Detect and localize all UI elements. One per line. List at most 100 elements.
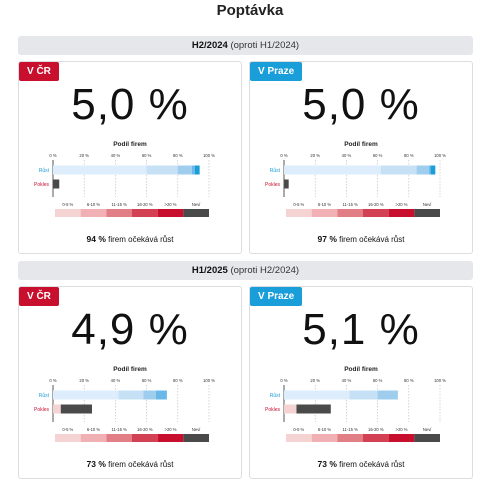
legend-scale-label: 6-10 % (318, 427, 332, 432)
podil-label: Podíl firem (113, 366, 147, 373)
legend-scale-label: 0-5 % (293, 202, 304, 207)
panel-h2-2024-praha: V Praze 5,0 % Podíl firem 0 % 20 % 40 % 60 … (249, 61, 473, 254)
region-tag-cr: V ČR (19, 287, 59, 306)
bar-pokles-segment (284, 179, 289, 189)
legend-scale-swatch (80, 434, 107, 442)
x-tick-label: 40 % (111, 378, 121, 383)
x-tick-label: 20 % (310, 153, 320, 158)
x-tick-label: 20 % (310, 378, 320, 383)
row-label-rust: Růst (270, 392, 281, 399)
x-tick-label: 100 % (203, 153, 215, 158)
growth-share-value: 73 % (317, 459, 337, 469)
growth-share-suffix: firem očekává růst (108, 460, 174, 469)
legend-scale-swatch (157, 434, 184, 442)
legend-scale-swatch (363, 209, 389, 217)
podil-label: Podíl firem (113, 141, 147, 148)
legend-scale-swatch (183, 209, 209, 217)
legend-scale-label: Neví (423, 202, 432, 207)
growth-share-suffix: firem očekává růst (108, 235, 174, 244)
legend-scale-label: >20 % (396, 202, 408, 207)
podil-label: Podíl firem (344, 366, 378, 373)
distribution-chart: 0 % 20 % 40 % 60 % 80 % 100 % Růst Pokles 0-5 % 6… (34, 378, 215, 442)
bar-rust-segment (349, 390, 378, 400)
legend-scale-label: 11-15 % (112, 427, 128, 432)
row-label-pokles: Pokles (34, 407, 50, 413)
growth-share-value: 94 % (86, 234, 106, 244)
region-tag-praha: V Praze (250, 287, 303, 306)
legend-scale-swatch (363, 434, 389, 442)
legend-scale-label: 6-10 % (87, 427, 101, 432)
legend-scale-label: 0-5 % (293, 427, 304, 432)
x-tick-label: 60 % (373, 378, 383, 383)
big-value: 5,0 % (302, 80, 420, 129)
section-subtitle: (oproti H2/2024) (230, 265, 300, 276)
legend-scale-swatch (337, 209, 363, 217)
legend-scale-swatch (55, 434, 81, 442)
x-tick-label: 40 % (342, 378, 352, 383)
bar-rust-segment (284, 165, 381, 175)
section-title: H2/2024 (191, 40, 228, 51)
x-tick-label: 0 % (280, 378, 287, 383)
growth-share-value: 73 % (86, 459, 106, 469)
panel-h1-2025-praha: V Praze 5,1 % Podíl firem 0 % 20 % 40 % 60 … (249, 286, 473, 479)
legend-scale-swatch (106, 434, 132, 442)
bar-rust-segment (191, 165, 195, 175)
row-label-rust: Růst (270, 167, 281, 174)
section-header-h1-2025: H1/2025 (oproti H2/2024) (18, 261, 473, 280)
legend-scale-swatch (286, 434, 312, 442)
x-tick-label: 60 % (373, 153, 383, 158)
bar-rust-segment (53, 165, 147, 175)
region-tag-praha: V Praze (250, 62, 303, 81)
legend-scale-swatch (388, 434, 415, 442)
x-tick-label: 0 % (49, 153, 56, 158)
growth-share-note: 94 % firem očekává růst (19, 234, 241, 244)
big-value: 5,1 % (302, 305, 420, 354)
legend-scale-label: Neví (192, 427, 201, 432)
x-tick-label: 80 % (173, 378, 183, 383)
big-value: 4,9 % (71, 305, 189, 354)
bar-rust-segment (377, 390, 398, 400)
legend-scale-swatch (157, 209, 184, 217)
x-tick-label: 100 % (434, 378, 446, 383)
bar-pokles-segment (60, 404, 92, 414)
x-tick-label: 60 % (142, 153, 152, 158)
legend-scale-swatch (183, 434, 209, 442)
bar-pokles-segment (53, 179, 60, 189)
bar-rust-segment (143, 390, 156, 400)
growth-share-value: 97 % (317, 234, 337, 244)
x-tick-label: 40 % (111, 153, 121, 158)
legend-scale-label: Neví (192, 202, 201, 207)
section-subtitle: (oproti H1/2024) (230, 40, 300, 51)
legend-scale-label: 0-5 % (62, 427, 73, 432)
bar-rust-segment (177, 165, 192, 175)
row-label-pokles: Pokles (265, 182, 281, 188)
legend-scale-swatch (106, 209, 132, 217)
growth-share-suffix: firem očekává růst (339, 460, 405, 469)
section-header-h2-2024: H2/2024 (oproti H1/2024) (18, 36, 473, 55)
legend-scale-swatch (337, 434, 363, 442)
legend-scale-swatch (80, 209, 107, 217)
growth-share-note: 73 % firem očekává růst (250, 459, 472, 469)
x-tick-label: 20 % (79, 153, 89, 158)
legend-scale-label: >20 % (165, 427, 177, 432)
legend-scale-label: 11-15 % (112, 202, 128, 207)
growth-share-note: 73 % firem očekává růst (19, 459, 241, 469)
legend-scale-swatch (132, 209, 158, 217)
bar-rust-segment (53, 390, 119, 400)
x-tick-label: 100 % (434, 153, 446, 158)
panel-h2-2024-cr: V ČR 5,0 % Podíl firem 0 % 20 % 40 % 60 % 80… (18, 61, 242, 254)
growth-share-note: 97 % firem očekává růst (250, 234, 472, 244)
distribution-chart: 0 % 20 % 40 % 60 % 80 % 100 % Růst Pokles 0-5 % 6… (265, 153, 446, 217)
legend-scale-label: 11-15 % (343, 427, 359, 432)
bar-rust-segment (194, 165, 200, 175)
bar-rust-segment (429, 165, 431, 175)
legend-scale-label: 16-20 % (137, 427, 153, 432)
legend-scale-swatch (414, 209, 440, 217)
bar-pokles-segment (53, 404, 61, 414)
legend-scale-label: 16-20 % (368, 202, 384, 207)
legend-scale-label: >20 % (396, 427, 408, 432)
bar-rust-segment (118, 390, 144, 400)
legend-scale-swatch (414, 434, 440, 442)
legend-scale-swatch (286, 209, 312, 217)
bar-pokles-segment (284, 404, 297, 414)
